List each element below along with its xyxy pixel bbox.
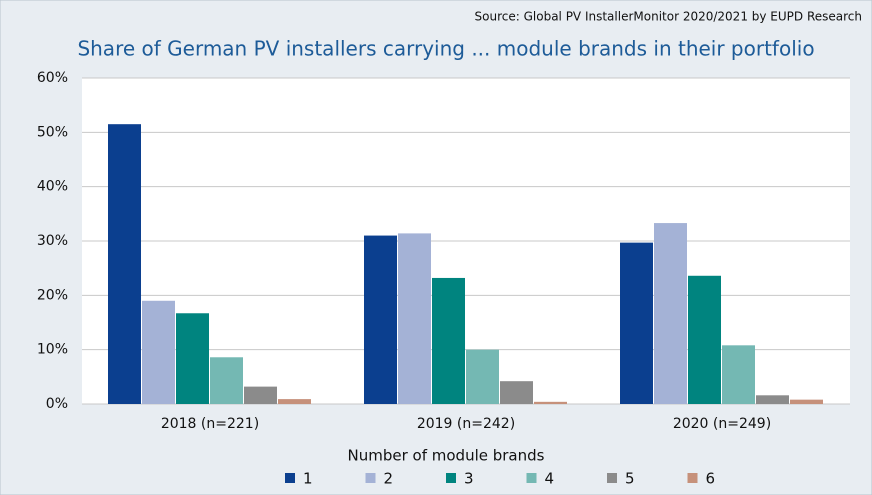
legend-label: 5	[625, 470, 635, 488]
x-tick-label: 2019 (n=242)	[417, 416, 515, 432]
bar	[756, 395, 789, 404]
legend-label: 4	[545, 470, 555, 488]
legend-label: 1	[303, 470, 313, 488]
x-axis-title: Number of module brands	[348, 447, 545, 465]
bar	[108, 124, 141, 404]
bar	[500, 381, 533, 404]
bar	[432, 277, 465, 404]
y-tick-label: 20%	[37, 287, 68, 303]
legend-label: 3	[464, 470, 474, 488]
y-tick-label: 60%	[37, 70, 68, 86]
bar	[654, 223, 687, 404]
legend-swatch	[526, 473, 537, 483]
bar	[176, 313, 209, 404]
bar	[790, 399, 823, 404]
legend-swatch	[446, 473, 456, 483]
bar	[466, 349, 499, 404]
legend-swatch	[687, 473, 698, 483]
bar	[142, 300, 175, 404]
x-tick-label: 2018 (n=221)	[161, 416, 259, 432]
bar	[722, 345, 755, 404]
bar	[278, 399, 311, 404]
bar	[364, 235, 397, 404]
bar	[244, 386, 277, 404]
bar	[398, 233, 431, 404]
bar	[210, 357, 243, 404]
y-tick-label: 50%	[37, 124, 68, 140]
legend-swatch	[285, 473, 295, 483]
chart-title: Share of German PV installers carrying .…	[77, 37, 814, 61]
bar	[688, 275, 721, 404]
bar	[620, 242, 653, 404]
legend-label: 6	[706, 470, 716, 488]
y-tick-label: 40%	[37, 179, 68, 195]
legend-swatch	[607, 473, 617, 483]
y-tick-label: 10%	[37, 342, 68, 358]
legend-label: 2	[384, 470, 394, 488]
x-tick-label: 2020 (n=249)	[673, 416, 771, 432]
legend-swatch	[365, 473, 376, 483]
y-tick-label: 30%	[37, 233, 68, 249]
bar	[534, 401, 567, 404]
y-tick-label: 0%	[46, 396, 68, 412]
source: Source: Global PV InstallerMonitor 2020/…	[475, 10, 862, 24]
